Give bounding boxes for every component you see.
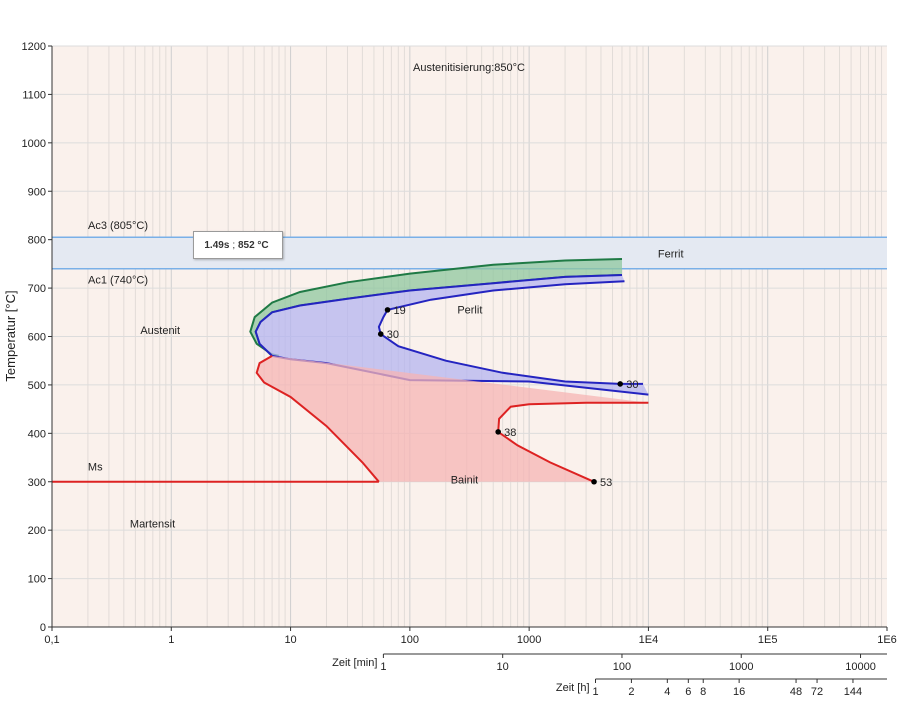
hour-tick-label: 16 [733, 686, 745, 698]
minute-tick-label: 10000 [845, 661, 876, 673]
y-axis-label: Temperatur [°C] [3, 290, 18, 381]
chart-title: Austenitisierung:850°C [413, 62, 525, 74]
minute-tick-label: 1 [380, 661, 386, 673]
y-tick-label: 400 [28, 428, 46, 440]
y-tick-label: 600 [28, 332, 46, 344]
x-tick-label: 0,1 [44, 634, 59, 646]
tooltip-time: 1.49s [204, 239, 230, 251]
minute-tick-label: 100 [613, 661, 631, 673]
ferrit-upper-curve [249, 258, 623, 357]
bainit-point [495, 429, 501, 435]
x-tick-label: 1 [168, 634, 174, 646]
x-tick-label: 1E6 [877, 634, 897, 646]
y-tick-label: 0 [40, 622, 46, 634]
annotations: Ac3 (805°C) Ac1 (740°C) Ferrit Perlit Austen… [88, 220, 684, 531]
y-tick-label: 200 [28, 525, 46, 537]
x-tick-label: 100 [401, 634, 419, 646]
ac-band [52, 237, 887, 269]
minute-tick-label: 1000 [729, 661, 753, 673]
y-tick-label: 1200 [22, 41, 46, 53]
region-label: Ferrit [658, 249, 684, 261]
y-tick-label: 900 [28, 186, 46, 198]
region-label: Bainit [451, 475, 479, 487]
hour-tick-label: 144 [844, 686, 862, 698]
perlit-point-label: 30 [387, 329, 399, 341]
tooltip-sep: ; [232, 239, 238, 251]
x-tick-label: 1E4 [639, 634, 659, 646]
bainit-point-label: 38 [504, 427, 516, 439]
y-tick-label: 100 [28, 574, 46, 586]
perlit-point-label: 19 [394, 305, 406, 317]
perlit-point [377, 331, 384, 337]
tooltip-temp: 852 °C [237, 239, 269, 251]
hour-axis-label: Zeit [h] [556, 682, 590, 694]
perlit-lower-curve [377, 280, 643, 385]
minute-axis-label: Zeit [min] [332, 657, 377, 669]
y-tick-label: 1100 [22, 89, 46, 101]
y-tick-label: 500 [28, 380, 46, 392]
perlit-point [384, 307, 391, 313]
y-tick-label: 800 [28, 235, 46, 247]
ac1-label: Ac1 (740°C) [88, 275, 148, 287]
hour-tick-label: 4 [664, 686, 670, 698]
bainit-lower-curve [497, 401, 649, 483]
hover-tooltip: 1.49s ; 852 °C [193, 231, 283, 259]
x-tick-label: 1E5 [758, 634, 778, 646]
x-tick-label: 1000 [517, 634, 541, 646]
hour-tick-label: 48 [790, 686, 802, 698]
reference-bands [52, 236, 887, 270]
axes: 0100200300400500600700800900100011001200… [22, 41, 897, 698]
transformation-regions: 19 30 30 38 53 [52, 258, 649, 489]
perlit-area [255, 275, 649, 395]
bainit-area [256, 355, 649, 482]
region-label: Ms [88, 462, 103, 474]
bainit-upper-curve [255, 355, 380, 483]
bainit-point-label: 53 [600, 477, 612, 489]
hour-tick-label: 1 [592, 686, 598, 698]
bainit-point [591, 478, 597, 485]
minute-tick-label: 10 [497, 661, 509, 673]
ac3-label: Ac3 (805°C) [88, 220, 148, 232]
x-tick-label: 10 [284, 634, 296, 646]
y-tick-label: 300 [28, 477, 46, 489]
region-label: Perlit [457, 304, 482, 316]
perlit-point [617, 381, 624, 387]
y-tick-label: 700 [28, 283, 46, 295]
region-label: Austenit [140, 325, 180, 337]
region-label: Martensit [130, 519, 175, 531]
hour-tick-label: 2 [628, 686, 634, 698]
hour-tick-label: 6 [685, 686, 691, 698]
hour-tick-label: 72 [811, 686, 823, 698]
y-tick-label: 1000 [22, 138, 46, 150]
perlit-point-label: 30 [626, 379, 638, 391]
hour-tick-label: 8 [700, 686, 706, 698]
